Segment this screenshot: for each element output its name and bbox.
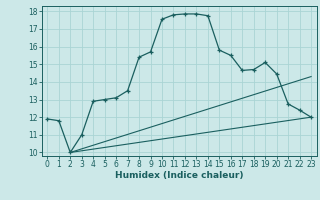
X-axis label: Humidex (Indice chaleur): Humidex (Indice chaleur) xyxy=(115,171,244,180)
